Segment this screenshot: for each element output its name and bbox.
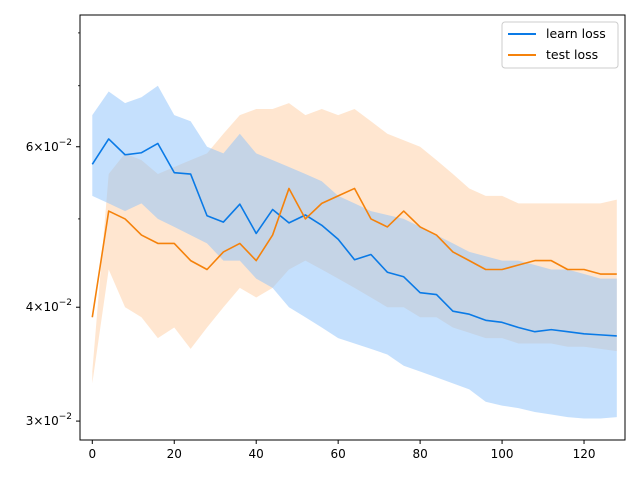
y-tick-label: 4×10−2 — [26, 298, 72, 314]
legend: learn loss test loss — [501, 21, 619, 69]
x-tick-label: 120 — [573, 447, 596, 461]
legend-label: learn loss — [546, 26, 606, 41]
series-lines — [91, 138, 617, 337]
x-tick-label: 40 — [249, 447, 264, 461]
legend-label: test loss — [546, 47, 598, 62]
line-test-loss — [91, 187, 617, 318]
x-tick-label: 80 — [412, 447, 427, 461]
x-tick-label: 20 — [167, 447, 182, 461]
plot-frame — [79, 14, 626, 441]
confidence-bands — [92, 85, 617, 419]
x-axis: 0 20 40 60 80 100 120 — [88, 440, 595, 461]
x-tick-label: 0 — [88, 447, 96, 461]
line-learn-loss — [91, 138, 617, 337]
x-tick-label: 100 — [491, 447, 514, 461]
y-tick-label: 3×10−2 — [26, 412, 72, 428]
y-tick-label: 6×10−2 — [26, 138, 72, 154]
y-axis: 6×10−2 4×10−2 3×10−2 — [26, 32, 80, 428]
band-learn-loss — [92, 85, 617, 419]
x-tick-label: 60 — [331, 447, 346, 461]
